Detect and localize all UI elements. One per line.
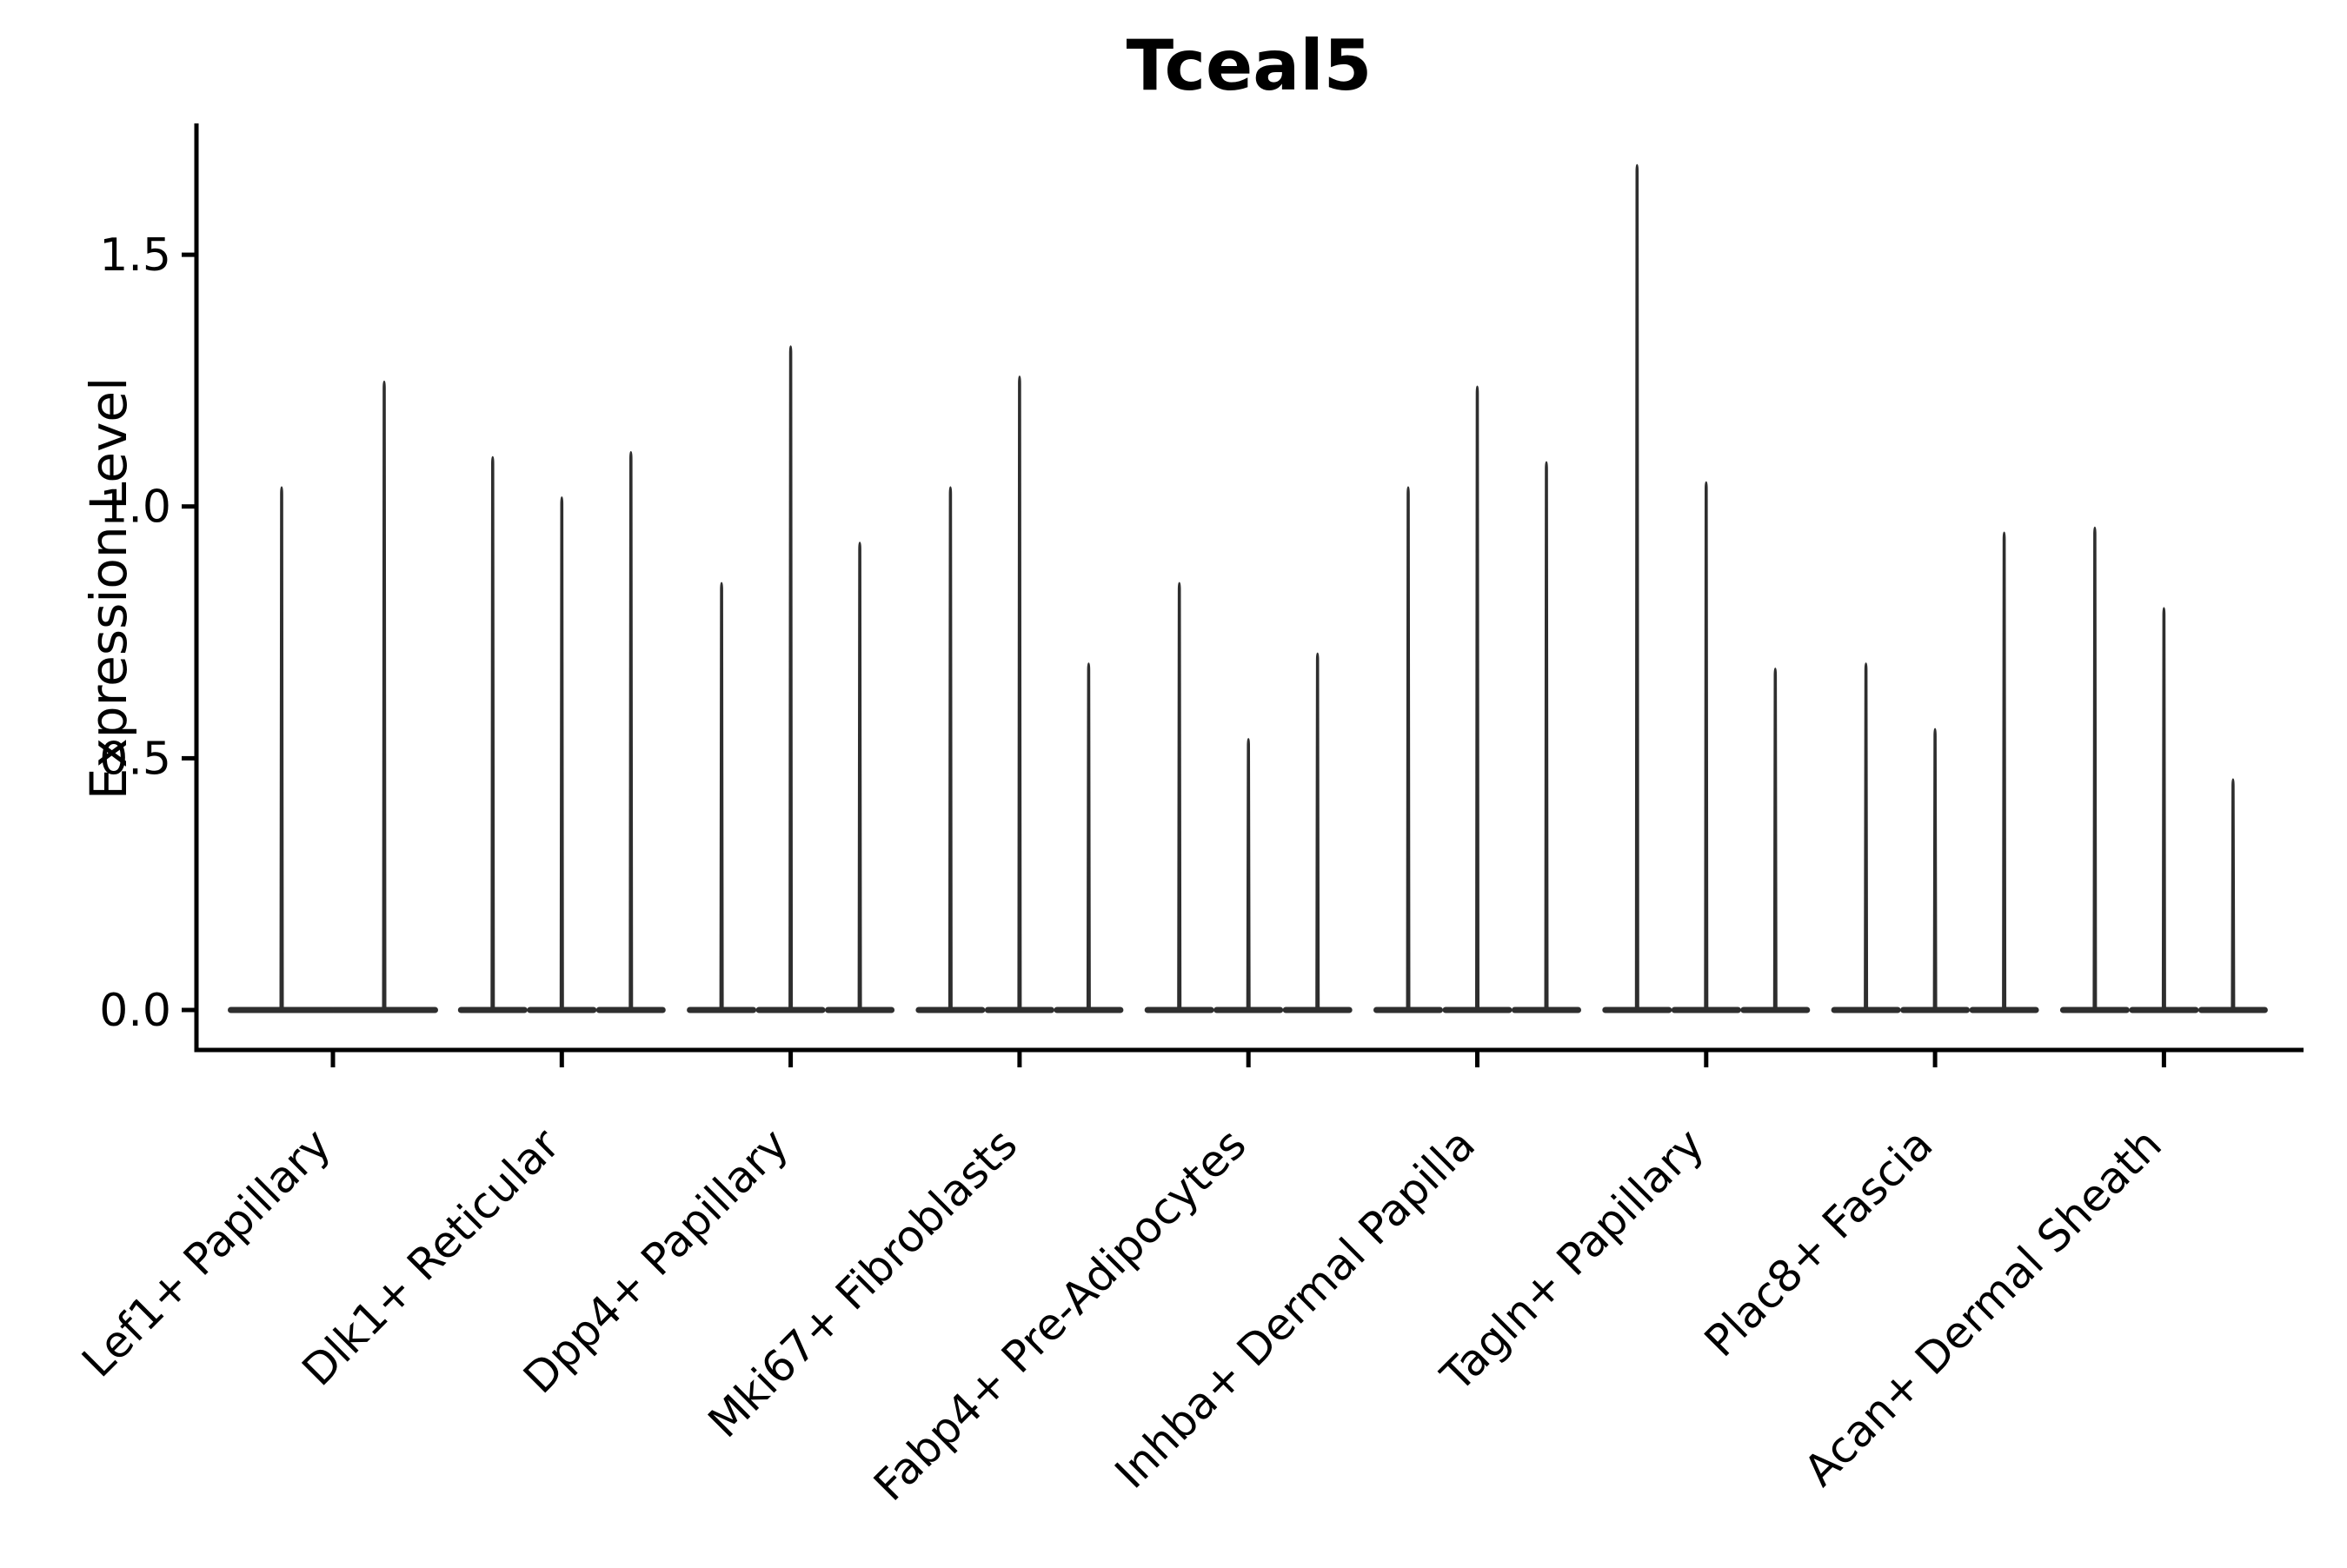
x-tick xyxy=(330,1052,336,1067)
axis-bottom-spine xyxy=(194,1047,2304,1053)
violin-spike xyxy=(1086,662,1091,1011)
y-tick xyxy=(182,1007,196,1013)
violin-spike xyxy=(2002,531,2007,1011)
violin-spike xyxy=(1315,652,1320,1011)
violin-spike xyxy=(1634,163,1639,1011)
violin-spike xyxy=(788,345,794,1012)
violin-spike xyxy=(628,450,634,1011)
violin-spike xyxy=(1406,486,1411,1011)
violin-spike xyxy=(1017,375,1022,1011)
x-tick xyxy=(1246,1052,1251,1067)
violin-spike xyxy=(1475,385,1479,1012)
violin-spike xyxy=(1932,728,1938,1011)
violin-spike xyxy=(1704,481,1709,1011)
violin-spike xyxy=(490,455,495,1011)
violin-spike xyxy=(719,581,724,1011)
violin-spike xyxy=(947,486,953,1011)
y-tick xyxy=(182,252,196,257)
violin-spike xyxy=(2231,778,2236,1011)
violin-spike xyxy=(279,486,284,1011)
x-tick xyxy=(1475,1052,1479,1067)
y-tick-label: 0.0 xyxy=(99,985,171,1037)
y-tick xyxy=(182,755,196,761)
x-tick xyxy=(1704,1052,1709,1067)
violin-spike xyxy=(1177,581,1182,1011)
violin-spike xyxy=(857,541,862,1011)
violin-spike xyxy=(382,380,387,1011)
violin-spike xyxy=(2161,607,2166,1011)
x-tick xyxy=(1932,1052,1938,1067)
violin-spike xyxy=(1246,738,1251,1011)
x-tick xyxy=(1017,1052,1022,1067)
violin-spike xyxy=(1544,461,1549,1011)
violin-spike xyxy=(2092,526,2098,1011)
violin-spike xyxy=(559,496,564,1011)
x-tick xyxy=(559,1052,564,1067)
axis-left-spine xyxy=(194,123,199,1053)
y-tick-label: 1.0 xyxy=(99,482,171,534)
violin-spike xyxy=(1864,662,1869,1011)
chart-title: Tceal5 xyxy=(1127,25,1373,106)
violin-spike xyxy=(1772,668,1778,1011)
y-tick-label: 0.5 xyxy=(99,733,171,785)
y-tick xyxy=(182,504,196,509)
y-axis-label: Expression Level xyxy=(79,377,138,800)
x-tick xyxy=(788,1052,794,1067)
y-tick-label: 1.5 xyxy=(99,229,171,282)
x-tick xyxy=(2161,1052,2166,1067)
